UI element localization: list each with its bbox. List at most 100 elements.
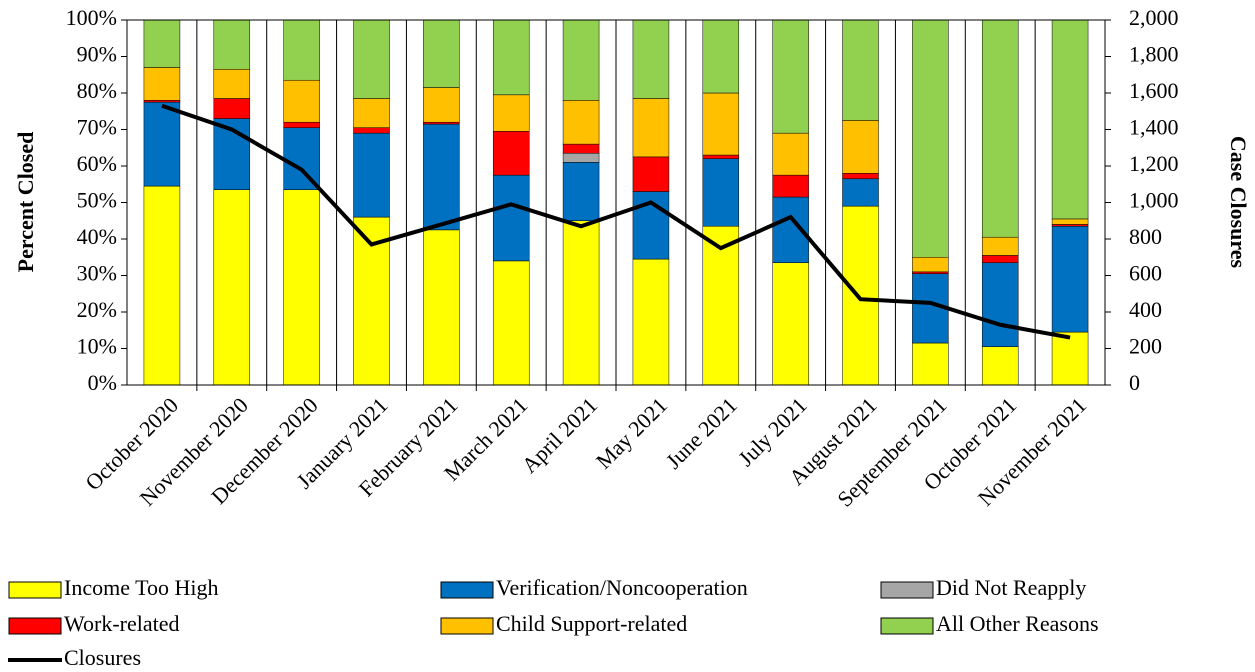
bar-segment	[423, 19, 460, 88]
plot-frame	[126, 19, 1106, 386]
bar-segment	[842, 205, 879, 386]
bar-segment	[1051, 19, 1089, 220]
bar-segment	[492, 260, 530, 386]
y2-tick-label: 1,600	[1129, 78, 1179, 103]
y2-tick-label: 1,400	[1129, 115, 1179, 140]
y2-tick-label: 1,200	[1129, 151, 1179, 176]
bar-segment	[562, 143, 600, 154]
bar-segment	[143, 185, 181, 386]
bar-segment	[492, 94, 530, 132]
bar-segment	[143, 67, 181, 101]
bar-segment	[562, 152, 600, 163]
bar-segment	[1051, 224, 1089, 227]
y2-tick-label: 600	[1129, 261, 1162, 286]
bar-segment	[702, 154, 740, 159]
bar-segment	[772, 174, 809, 198]
y-tick-label: 30%	[77, 261, 117, 286]
bar-segment	[981, 262, 1019, 347]
y-tick-label: 40%	[77, 224, 117, 249]
y-tick-label: 10%	[77, 334, 117, 359]
y-tick-label: 0%	[88, 370, 117, 395]
bar-segment	[213, 189, 251, 386]
bar-segment	[912, 271, 949, 274]
bar-segment	[562, 162, 600, 222]
y2-tick-label: 0	[1129, 370, 1140, 395]
y-axis-title: Percent Closed	[13, 132, 38, 273]
bar-segment	[632, 258, 670, 386]
bar-segment	[213, 19, 251, 70]
bar-segment	[632, 156, 670, 192]
bar-segment	[702, 19, 740, 94]
closures-line	[161, 103, 1071, 340]
bar-segment	[143, 19, 181, 68]
y2-tick-label: 800	[1129, 224, 1162, 249]
bar-segment	[492, 131, 530, 176]
bar-segment	[423, 87, 460, 123]
legend-swatch	[880, 581, 934, 599]
bar-segment	[912, 257, 949, 273]
bar-segment	[283, 189, 320, 386]
legend-swatch	[440, 581, 494, 599]
bar-segment	[423, 121, 460, 125]
bar-segment	[423, 123, 460, 231]
bar-segment	[842, 173, 879, 180]
bar-segment	[702, 92, 740, 156]
bar-segment	[632, 98, 670, 158]
legend-label: Work-related	[64, 611, 180, 636]
bar-segment	[1051, 331, 1089, 386]
y-tick-label: 70%	[77, 115, 117, 140]
legend-swatch	[8, 617, 62, 635]
bar-segment	[353, 98, 390, 128]
y-tick-label: 20%	[77, 297, 117, 322]
x-tick-label: June 2021	[661, 392, 742, 473]
bar-segment	[562, 19, 600, 101]
y2-tick-label: 200	[1129, 334, 1162, 359]
y-tick-label: 100%	[66, 5, 117, 30]
bar-segment	[981, 346, 1019, 386]
bar-segment	[143, 100, 181, 103]
legend-label: All Other Reasons	[936, 611, 1099, 636]
bar-segment	[1051, 218, 1089, 225]
legend-label: Verification/Noncooperation	[496, 575, 748, 600]
y-tick-label: 50%	[77, 188, 117, 213]
y-tick-label: 60%	[77, 151, 117, 176]
bar-segment	[423, 229, 460, 386]
legend-swatch	[880, 617, 934, 635]
bar-segment	[143, 101, 181, 187]
y2-tick-label: 2,000	[1129, 5, 1179, 30]
bar-segment	[842, 19, 879, 121]
bar-segment	[353, 19, 390, 99]
legend-label: Closures	[64, 645, 141, 670]
y2-axis-title: Case Closures	[1226, 136, 1251, 269]
bar-segment	[492, 174, 530, 262]
legend-label: Income Too High	[64, 575, 218, 600]
bar-segment	[213, 69, 251, 99]
legend-swatch	[440, 617, 494, 635]
legend-label: Child Support-related	[496, 611, 687, 636]
x-tick-label: April 2021	[517, 392, 603, 478]
y2-tick-label: 400	[1129, 297, 1162, 322]
bar-segment	[283, 121, 320, 128]
y2-tick-label: 1,800	[1129, 42, 1179, 67]
bar-segment	[353, 127, 390, 134]
bar-segment	[492, 19, 530, 96]
bar-segment	[981, 255, 1019, 263]
bar-segment	[562, 100, 600, 145]
x-tick-label: May 2021	[591, 392, 672, 473]
bar-segment	[1051, 225, 1089, 333]
bar-segment	[562, 220, 600, 386]
bar-segment	[772, 262, 809, 386]
legend-label: Did Not Reapply	[936, 575, 1086, 600]
y2-tick-label: 1,000	[1129, 188, 1179, 213]
bar-segment	[912, 342, 949, 386]
y-tick-label: 80%	[77, 78, 117, 103]
bar-segment	[772, 132, 809, 176]
bar-segment	[283, 127, 320, 190]
bar-segment	[912, 19, 949, 258]
bar-segment	[283, 79, 320, 123]
y-tick-label: 90%	[77, 42, 117, 67]
legend-swatch	[8, 581, 62, 599]
bar-segment	[213, 98, 251, 119]
